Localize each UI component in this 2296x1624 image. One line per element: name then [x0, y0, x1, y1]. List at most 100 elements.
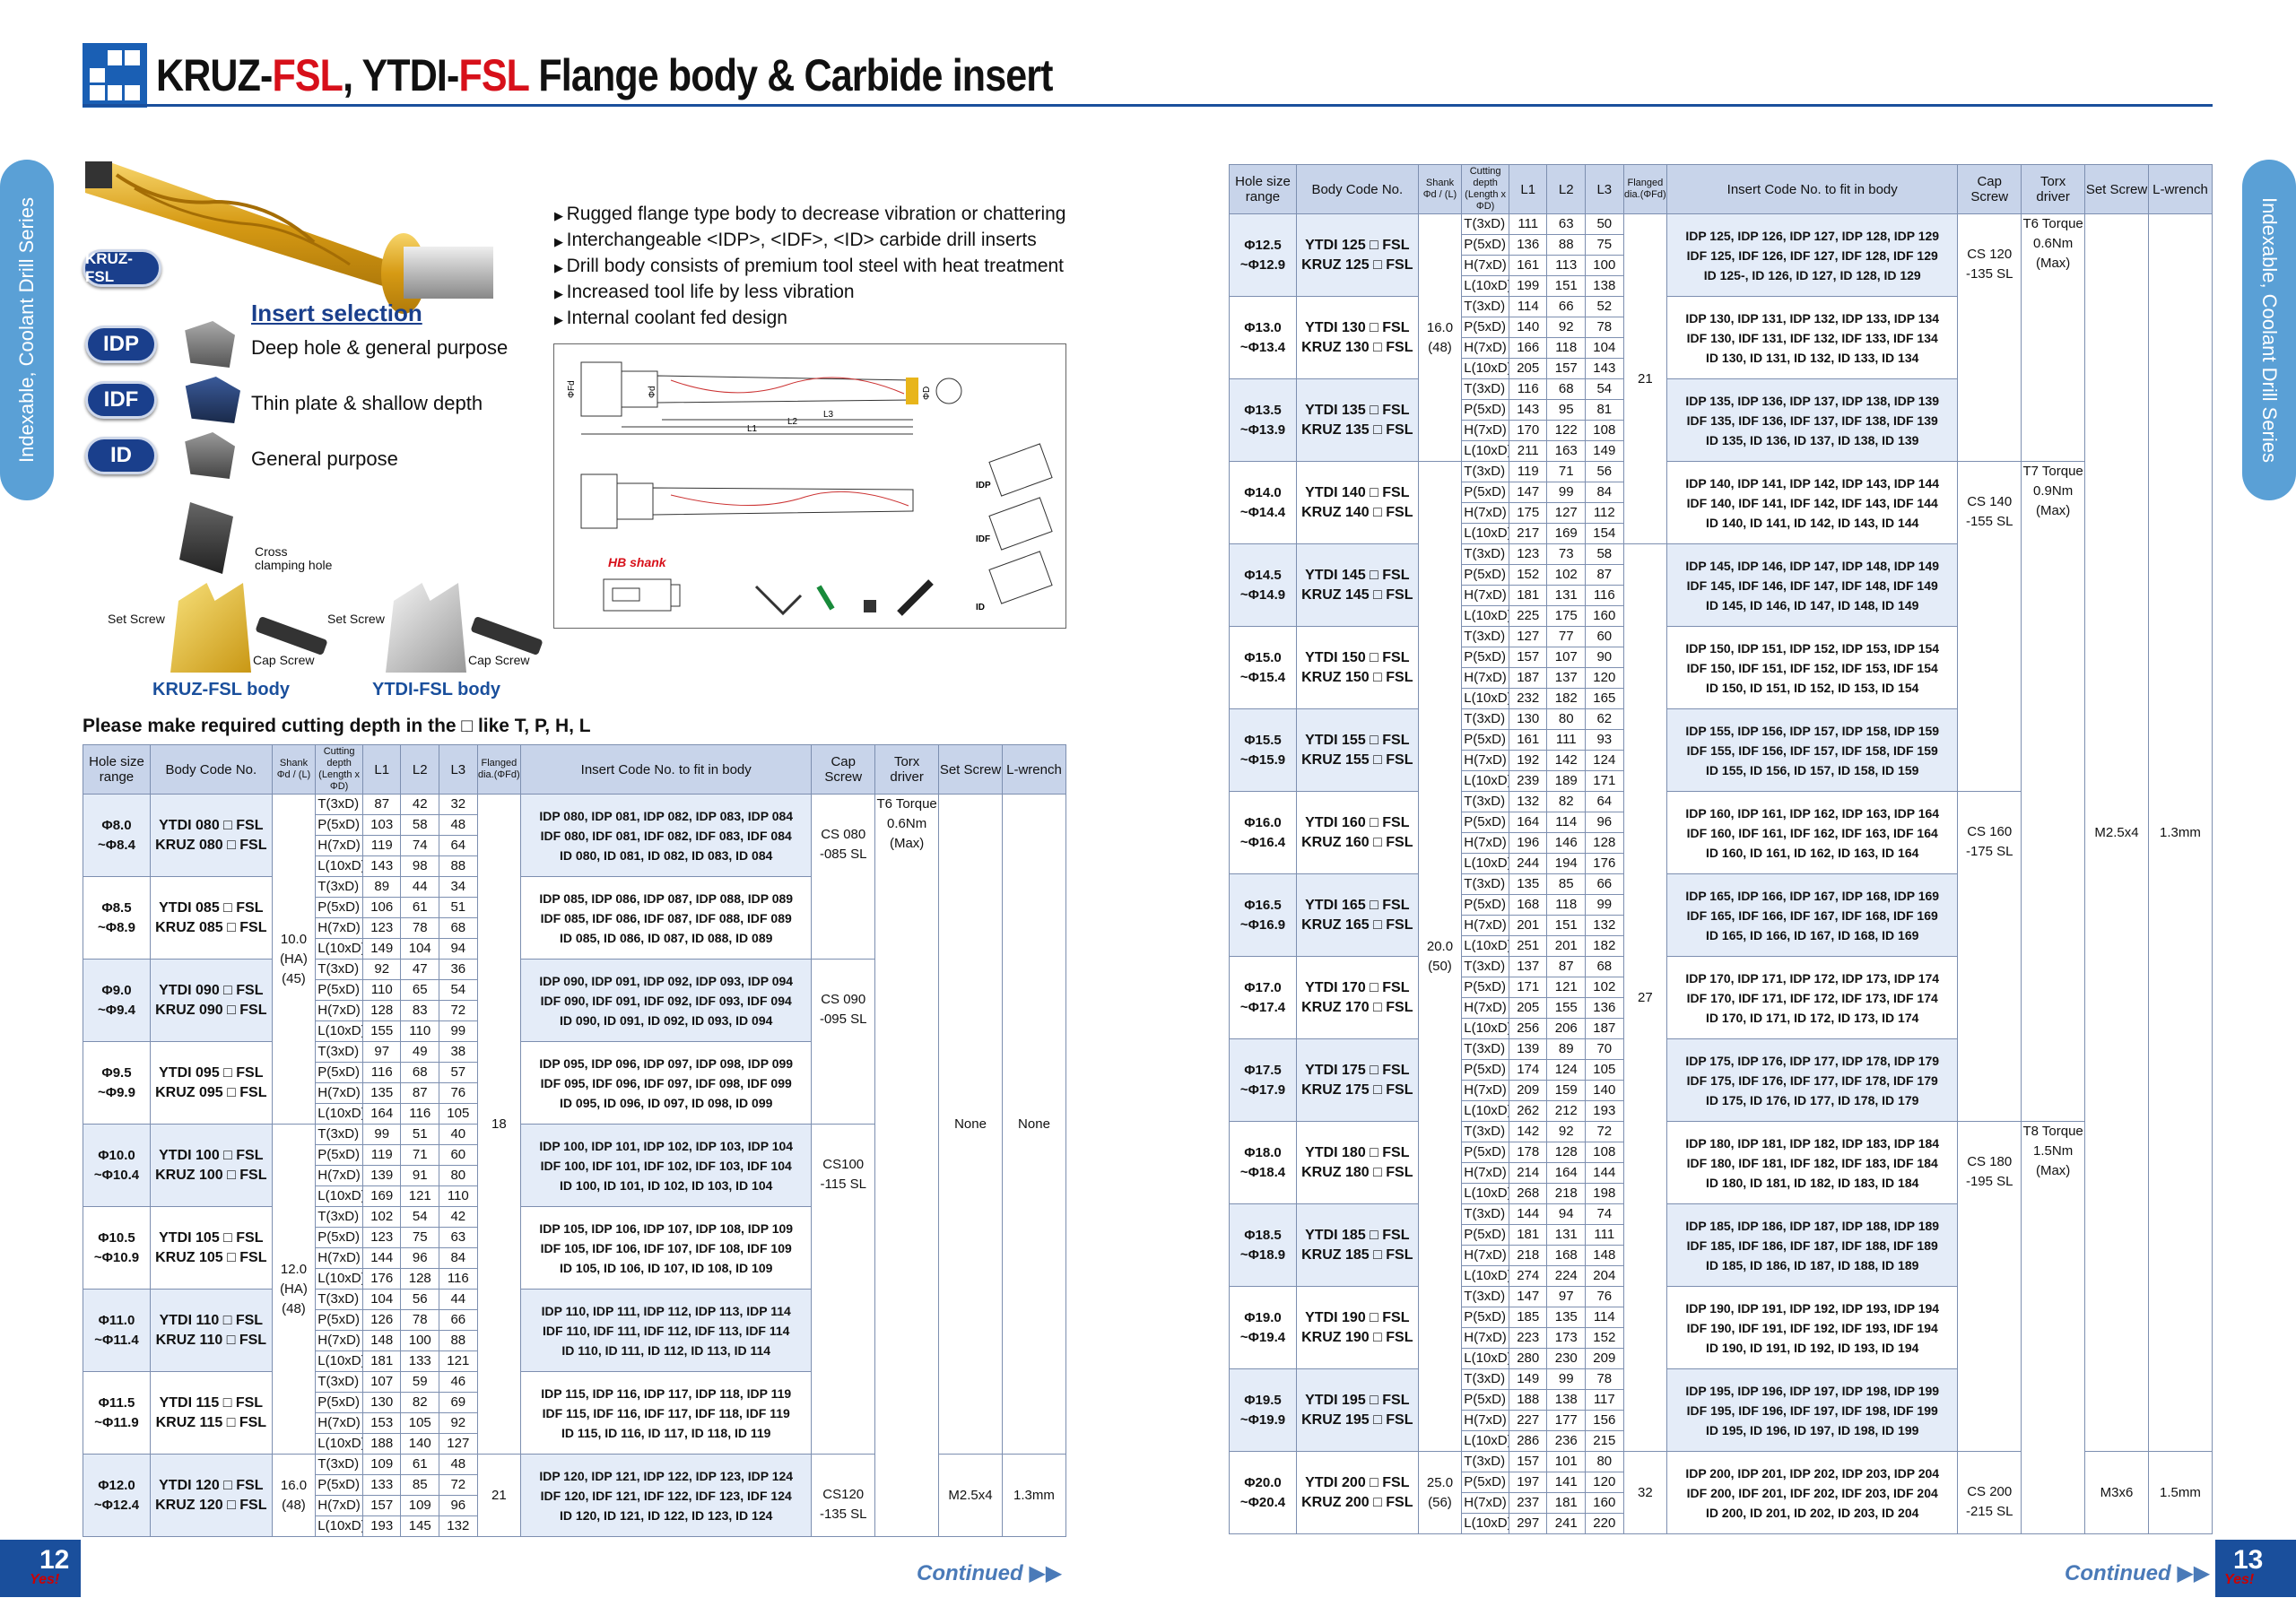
- flanged-header: Flanged dia.(ΦFd): [1622, 164, 1668, 214]
- length-cell: 74: [400, 835, 440, 856]
- cutting-depth-cell: P(5xD): [1461, 1472, 1509, 1493]
- cutting-depth-cell: L(10xD): [315, 1515, 363, 1537]
- lwrench-header: L-wrench: [2147, 164, 2213, 214]
- length-cell: 220: [1585, 1513, 1624, 1534]
- length-cell: 81: [1585, 399, 1624, 421]
- length-cell: 157: [361, 1495, 402, 1516]
- table-row: Φ18.5 ~Φ18.9 YTDI 185 □ FSL KRUZ 185 □ FSL T…: [1229, 1203, 2213, 1287]
- table-row: H(7xD) 153 105 92: [83, 1412, 1066, 1434]
- length-cell: 56: [1585, 461, 1624, 482]
- shank-cell: 12.0 (HA) (48): [271, 1124, 317, 1455]
- length-cell: 66: [439, 1309, 478, 1331]
- body-code-cell: YTDI 165 □ FSL KRUZ 165 □ FSL: [1295, 873, 1419, 957]
- cutting-depth-cell: P(5xD): [1461, 894, 1509, 916]
- ytdi-code: YTDI 145 □ FSL: [1305, 567, 1410, 583]
- length-cell: 60: [439, 1144, 478, 1166]
- length-cell: 92: [1546, 317, 1587, 338]
- hole-size-max: ~Φ12.9: [1239, 256, 1286, 273]
- table-row: Φ19.5 ~Φ19.9 YTDI 195 □ FSL KRUZ 195 □ FSL T…: [1229, 1368, 2213, 1452]
- insert-line: IDP 130, IDP 131, IDP 132, IDP 133, IDP …: [1685, 310, 1940, 326]
- hole-size-max: ~Φ17.4: [1239, 999, 1286, 1015]
- length-cell: 68: [400, 1062, 440, 1083]
- body-code-cell: YTDI 120 □ FSL KRUZ 120 □ FSL: [149, 1454, 273, 1537]
- insert-cell: IDP 175, IDP 176, IDP 177, IDP 178, IDP …: [1666, 1038, 1959, 1122]
- length-cell: 175: [1546, 605, 1587, 627]
- table-row: H(7xD) 135 87 76: [83, 1082, 1066, 1104]
- cutting-depth-cell: P(5xD): [315, 1309, 363, 1331]
- insert-line: IDF 190, IDF 191, IDF 192, IDF 193, IDF …: [1686, 1320, 1938, 1335]
- cutting-depth-cell: P(5xD): [1461, 399, 1509, 421]
- cap-cell: CS 160 -175 SL: [1957, 791, 2022, 1122]
- cutting-depth-cell: P(5xD): [315, 1392, 363, 1413]
- l2-header: L2: [1546, 164, 1587, 214]
- table-row: H(7xD) 166 118 104: [1230, 337, 2213, 359]
- length-cell: 32: [439, 794, 478, 815]
- table-row: Φ8.5 ~Φ8.9 YTDI 085 □ FSL KRUZ 085 □ FSL T(3…: [83, 876, 1066, 960]
- length-cell: 132: [1585, 915, 1624, 936]
- insert-line: IDP 110, IDP 111, IDP 112, IDP 113, IDP …: [541, 1303, 791, 1318]
- length-cell: 73: [1546, 543, 1587, 565]
- torx-cell: T7 Torque 0.9Nm (Max): [2021, 461, 2086, 1122]
- length-cell: 124: [1585, 750, 1624, 771]
- hole-size-min: Φ9.5: [101, 1064, 132, 1081]
- insert-cell: IDP 135, IDP 136, IDP 137, IDP 138, IDP …: [1666, 378, 1959, 462]
- length-cell: 72: [1585, 1121, 1624, 1142]
- cross-clamping-label: Cross clamping hole: [255, 544, 333, 572]
- length-cell: 76: [439, 1082, 478, 1104]
- length-cell: 87: [1585, 564, 1624, 586]
- length-cell: 211: [1508, 440, 1548, 462]
- hole-size-cell: Φ15.5 ~Φ15.9: [1229, 708, 1297, 792]
- length-cell: 198: [1585, 1183, 1624, 1204]
- table-row: L(10xD) 143 98 88: [83, 855, 1066, 877]
- length-cell: 71: [400, 1144, 440, 1166]
- hole-size-min: Φ13.0: [1244, 319, 1282, 335]
- insert-line: IDF 125, IDF 126, IDF 127, IDF 128, IDF …: [1686, 248, 1938, 263]
- insert-cell: IDP 200, IDP 201, IDP 202, IDP 203, IDP …: [1666, 1451, 1959, 1534]
- length-cell: 224: [1546, 1265, 1587, 1287]
- length-cell: 201: [1508, 915, 1548, 936]
- ytdi-code: YTDI 105 □ FSL: [159, 1229, 264, 1246]
- table-header-row: Hole size range Body Code No. Shank Φd / (…: [83, 744, 1067, 795]
- insert-line: ID 090, ID 091, ID 092, ID 093, ID 094: [560, 1012, 773, 1028]
- length-cell: 201: [1546, 935, 1587, 957]
- shank-header: Shank Φd / (L): [271, 744, 317, 795]
- set-cell: M2.5x4: [938, 1454, 1003, 1537]
- insert-line: IDF 180, IDF 181, IDF 182, IDF 183, IDF …: [1686, 1155, 1938, 1170]
- length-cell: 212: [1546, 1100, 1587, 1122]
- length-cell: 139: [1508, 1038, 1548, 1060]
- table-row: P(5xD) 123 75 63: [83, 1227, 1066, 1248]
- kruz-code: KRUZ 085 □ FSL: [155, 919, 267, 935]
- hole-size-max: ~Φ17.9: [1239, 1081, 1286, 1098]
- length-cell: 63: [439, 1227, 478, 1248]
- length-cell: 140: [1508, 317, 1548, 338]
- cutting-depth-cell: L(10xD): [1461, 688, 1509, 709]
- length-cell: 149: [361, 938, 402, 960]
- kruz-code: KRUZ 160 □ FSL: [1301, 834, 1413, 850]
- cutting-depth-cell: H(7xD): [1461, 255, 1509, 276]
- length-cell: 137: [1508, 956, 1548, 977]
- length-cell: 97: [361, 1041, 402, 1063]
- cutting-depth-cell: H(7xD): [315, 1000, 363, 1021]
- insert-closeup-image: [179, 502, 233, 574]
- idp-pill: IDP: [85, 326, 157, 363]
- table-row: Φ10.0 ~Φ10.4 YTDI 100 □ FSL KRUZ 100 □ FSL 1…: [83, 1124, 1066, 1455]
- length-cell: 84: [439, 1247, 478, 1269]
- insert-line: ID 105, ID 106, ID 107, ID 108, ID 109: [560, 1260, 773, 1275]
- shank-cell: 20.0 (50): [1417, 461, 1463, 1452]
- table-row: L(10xD) 225 175 160: [1230, 605, 2213, 627]
- length-cell: 92: [361, 959, 402, 980]
- length-cell: 128: [1546, 1142, 1587, 1163]
- length-cell: 182: [1585, 935, 1624, 957]
- hole-size-min: Φ10.5: [98, 1229, 135, 1246]
- length-cell: 99: [439, 1020, 478, 1042]
- insert-cell: IDP 170, IDP 171, IDP 172, IDP 173, IDP …: [1666, 956, 1959, 1039]
- length-cell: 61: [400, 1454, 440, 1475]
- length-cell: 124: [1546, 1059, 1587, 1081]
- torx-cell: T8 Torque 1.5Nm (Max): [2021, 1121, 2086, 1534]
- cutting-depth-cell: L(10xD): [1461, 1513, 1509, 1534]
- hole-size-cell: Φ18.5 ~Φ18.9: [1229, 1203, 1297, 1287]
- length-cell: 123: [361, 1227, 402, 1248]
- torx-cell: T6 Torque 0.6Nm (Max): [874, 794, 940, 1537]
- insert-line: IDF 115, IDF 116, IDF 117, IDF 118, IDF …: [542, 1405, 790, 1420]
- table-row: Φ14.5 ~Φ14.9 YTDI 145 □ FSL KRUZ 145 □ FSL T…: [1229, 543, 2213, 1452]
